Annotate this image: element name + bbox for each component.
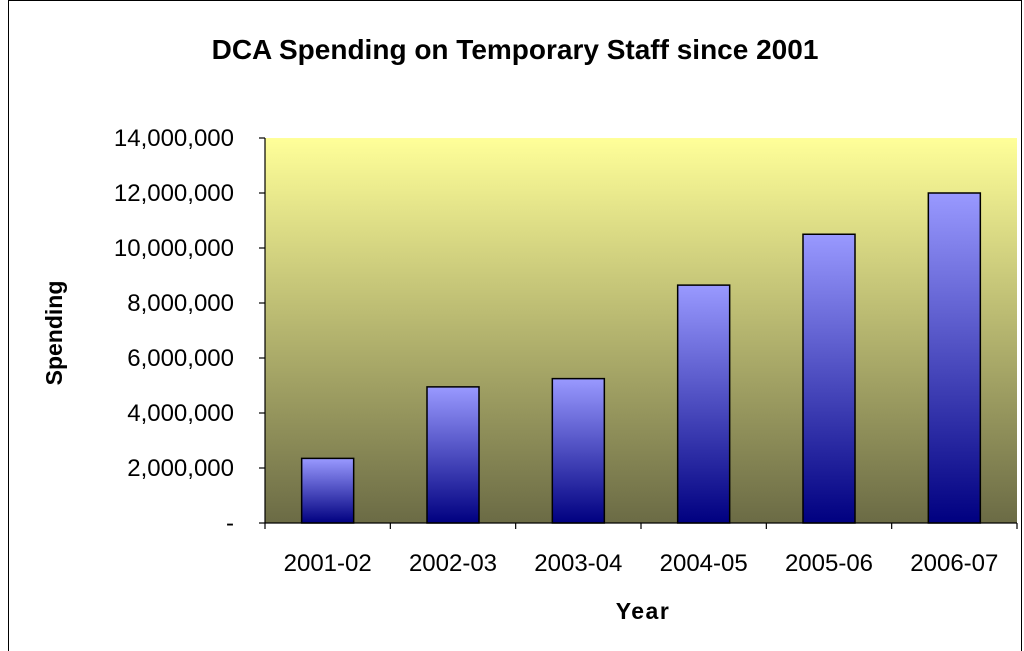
x-tick-label: 2004-05 — [660, 550, 748, 577]
plot-area — [265, 138, 1017, 523]
y-tick-label: 2,000,000 — [127, 455, 234, 482]
bar-2006-07 — [927, 192, 982, 524]
bar-2003-04 — [551, 377, 606, 524]
bar-2002-03 — [426, 386, 480, 524]
y-tick-label: 6,000,000 — [127, 345, 234, 372]
x-tick-label: 2001-02 — [284, 550, 372, 577]
bar-2001-02 — [300, 457, 355, 524]
y-tick-label: 4,000,000 — [127, 400, 234, 427]
bar-2005-06 — [802, 233, 856, 524]
x-tick-label: 2006-07 — [910, 550, 998, 577]
y-tick-label: - — [226, 510, 234, 537]
y-tick-label: 8,000,000 — [127, 290, 234, 317]
y-tick-label: 14,000,000 — [114, 125, 234, 152]
bar-2004-05 — [676, 284, 731, 524]
x-tick-label: 2005-06 — [785, 550, 873, 577]
y-tick-label: 12,000,000 — [114, 180, 234, 207]
x-axis-title: Year — [616, 598, 671, 624]
chart-title: DCA Spending on Temporary Staff since 20… — [211, 34, 819, 65]
y-axis-title: Spending — [41, 281, 67, 386]
y-tick-label: 10,000,000 — [114, 235, 234, 262]
x-tick-label: 2002-03 — [409, 550, 497, 577]
x-tick-label: 2003-04 — [534, 550, 622, 577]
